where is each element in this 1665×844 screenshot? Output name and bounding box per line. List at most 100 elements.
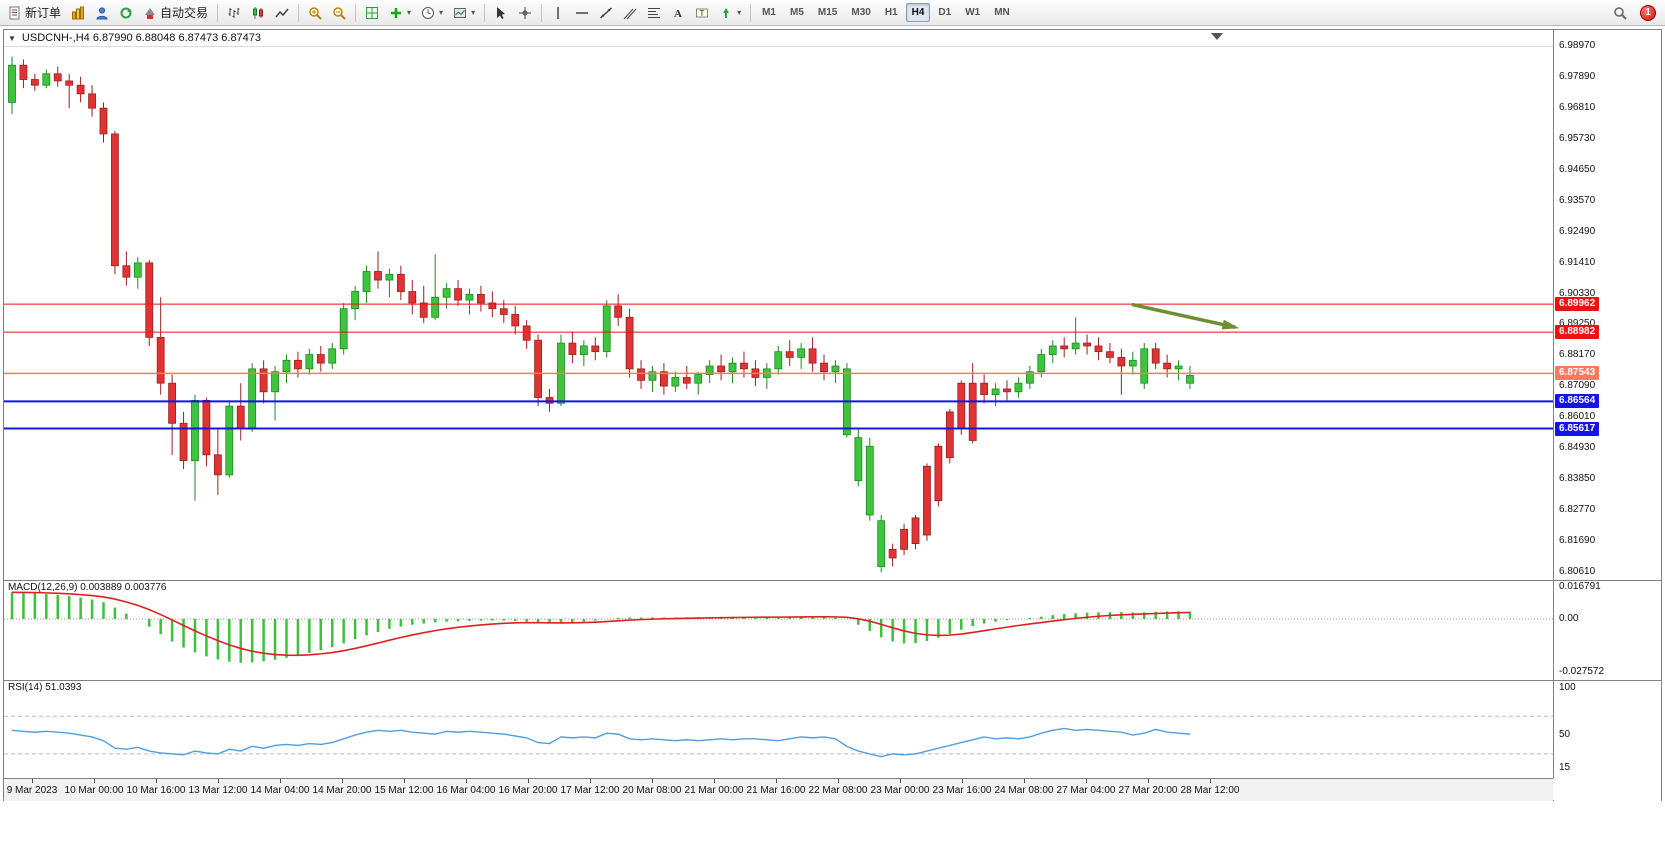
price-axis-label: 6.83850: [1559, 473, 1596, 485]
price-axis[interactable]: 6.98970 6.97890 6.96810 6.95730 6.94650 6.935…: [1554, 30, 1661, 801]
notification-badge[interactable]: 1: [1640, 4, 1656, 21]
price-axis-label: 6.92490: [1559, 225, 1596, 237]
svg-text:A: A: [674, 8, 682, 20]
refresh-button[interactable]: [114, 2, 138, 23]
indicators-button[interactable]: ▾: [384, 2, 416, 23]
price-axis-label: 6.97890: [1559, 70, 1596, 82]
price-axis-label: 6.87090: [1559, 380, 1596, 392]
price-axis-divider: [1553, 30, 1554, 778]
hline-icon: [575, 6, 589, 20]
fibonacci-button[interactable]: [642, 2, 666, 23]
price-axis-label: 6.96810: [1559, 101, 1596, 113]
bar-chart-button[interactable]: [222, 2, 246, 23]
dropdown-arrow-icon: ▾: [407, 8, 412, 17]
time-axis-label: 14 Mar 20:00: [312, 785, 372, 796]
time-axis-tick: [714, 779, 715, 783]
timeframe-d1-button[interactable]: D1: [938, 7, 952, 18]
timeframe-m1-button[interactable]: M1: [762, 7, 776, 18]
macd-scale-label: -0.027572: [1559, 665, 1605, 677]
svg-text:T: T: [700, 8, 705, 17]
templates-button[interactable]: ▾: [448, 2, 480, 23]
rsi-line: [11, 727, 1191, 758]
time-axis-tick: [404, 779, 405, 783]
price-tag: 6.85617: [1555, 421, 1600, 436]
time-axis-label: 17 Mar 12:00: [560, 785, 620, 796]
autotrading-icon: [143, 6, 157, 20]
chart-title-bar: ▼ USDCNH-,H4 6.87990 6.88048 6.87473 6.8…: [4, 30, 1553, 47]
price-axis-label: 6.95730: [1559, 132, 1596, 144]
pane-splitter[interactable]: [4, 680, 1661, 681]
candlestick-chart-button[interactable]: [246, 2, 270, 23]
time-axis-label: 23 Mar 00:00: [870, 785, 930, 796]
crosshair-button[interactable]: [513, 2, 537, 23]
zoom-out-icon: [332, 6, 346, 20]
profile-blue-icon: [95, 6, 109, 20]
market-watch-button[interactable]: [66, 2, 90, 23]
vertical-line-button[interactable]: [546, 2, 570, 23]
toolbar-right-group: 1: [1608, 2, 1662, 23]
time-axis[interactable]: 9 Mar 2023 10 Mar 00:00 10 Mar 16:00 13 Mar…: [4, 778, 1553, 801]
dropdown-arrow-icon: ▾: [471, 8, 476, 17]
toolbar-separator: [217, 3, 219, 22]
timeframe-w1-button[interactable]: W1: [965, 7, 981, 18]
price-axis-label: 6.81690: [1559, 535, 1596, 547]
search-button[interactable]: [1608, 2, 1632, 23]
price-axis-label: 6.98970: [1559, 40, 1596, 51]
price-axis-label: 6.86010: [1559, 411, 1596, 423]
search-icon: [1613, 6, 1627, 20]
equidistant-channel-button[interactable]: [618, 2, 642, 23]
time-axis-label: 10 Mar 16:00: [126, 785, 186, 796]
macd-indicator-label: MACD(12,26,9) 0.003889 0.003776: [8, 582, 167, 593]
time-axis-tick: [156, 779, 157, 783]
candlestick-chart-canvas[interactable]: [4, 30, 1553, 580]
auto-trading-button-label: 自动交易: [160, 6, 209, 20]
line-chart-button[interactable]: [270, 2, 294, 23]
periods-clock-icon: [421, 6, 435, 20]
one-click-trading-toggle[interactable]: ▼: [8, 33, 16, 43]
zoom-in-button[interactable]: [303, 2, 327, 23]
price-axis-label: 6.91410: [1559, 256, 1596, 268]
timeframe-m15-button[interactable]: M15: [817, 7, 838, 18]
cursor-button[interactable]: [489, 2, 513, 23]
chart-shift-marker[interactable]: [1211, 33, 1223, 40]
text-button[interactable]: A: [666, 2, 690, 23]
price-tag: 6.88982: [1555, 325, 1600, 340]
time-axis-tick: [838, 779, 839, 783]
rsi-canvas[interactable]: [4, 680, 1553, 778]
new-order-button[interactable]: 新订单: [3, 2, 66, 23]
timeframe-h1-button[interactable]: H1: [884, 7, 898, 18]
horizontal-line-button[interactable]: [570, 2, 594, 23]
trendline-button[interactable]: [594, 2, 618, 23]
arrows-button[interactable]: ▾: [714, 2, 746, 23]
pane-splitter[interactable]: [4, 580, 1661, 581]
zoom-out-button[interactable]: [327, 2, 351, 23]
timeframe-h4-button[interactable]: H4: [905, 3, 931, 22]
macd-signal-line: [11, 591, 1191, 657]
auto-trading-button[interactable]: 自动交易: [138, 2, 213, 23]
text-label-button[interactable]: T: [690, 2, 714, 23]
timeframe-m30-button[interactable]: M30: [851, 7, 871, 18]
templates-icon: [453, 6, 467, 20]
time-axis-label: 21 Mar 00:00: [684, 785, 744, 796]
macd-scale-label: 0.00: [1559, 613, 1579, 624]
rsi-scale-label: 15: [1559, 762, 1571, 773]
timeframe-m5-button[interactable]: M5: [790, 7, 804, 18]
toolbar-separator: [355, 3, 357, 22]
macd-scale-label: 0.016791: [1559, 581, 1601, 592]
time-axis-label: 23 Mar 16:00: [932, 785, 992, 796]
trendline-icon: [599, 6, 613, 20]
time-axis-tick: [900, 779, 901, 783]
macd-canvas[interactable]: [4, 580, 1553, 680]
price-tag: 6.87543: [1555, 366, 1600, 381]
time-axis-label: 21 Mar 16:00: [746, 785, 806, 796]
periods-button[interactable]: ▾: [416, 2, 448, 23]
fibo-icon: [647, 6, 661, 20]
tile-windows-button[interactable]: [360, 2, 384, 23]
price-axis-label: 6.90330: [1559, 287, 1596, 299]
timeframe-mn-button[interactable]: MN: [994, 7, 1010, 18]
time-axis-tick: [1086, 779, 1087, 783]
main-toolbar: 新订单 自动交易 ▾ ▾ ▾ A T ▾ M1 M5 M15 M30 H1 H4 D1 W1 MN 1: [0, 0, 1665, 26]
profiles-button[interactable]: [90, 2, 114, 23]
trend-arrow[interactable]: [1131, 302, 1236, 330]
chart-window: ▼ USDCNH-,H4 6.87990 6.88048 6.87473 6.8…: [3, 29, 1662, 801]
